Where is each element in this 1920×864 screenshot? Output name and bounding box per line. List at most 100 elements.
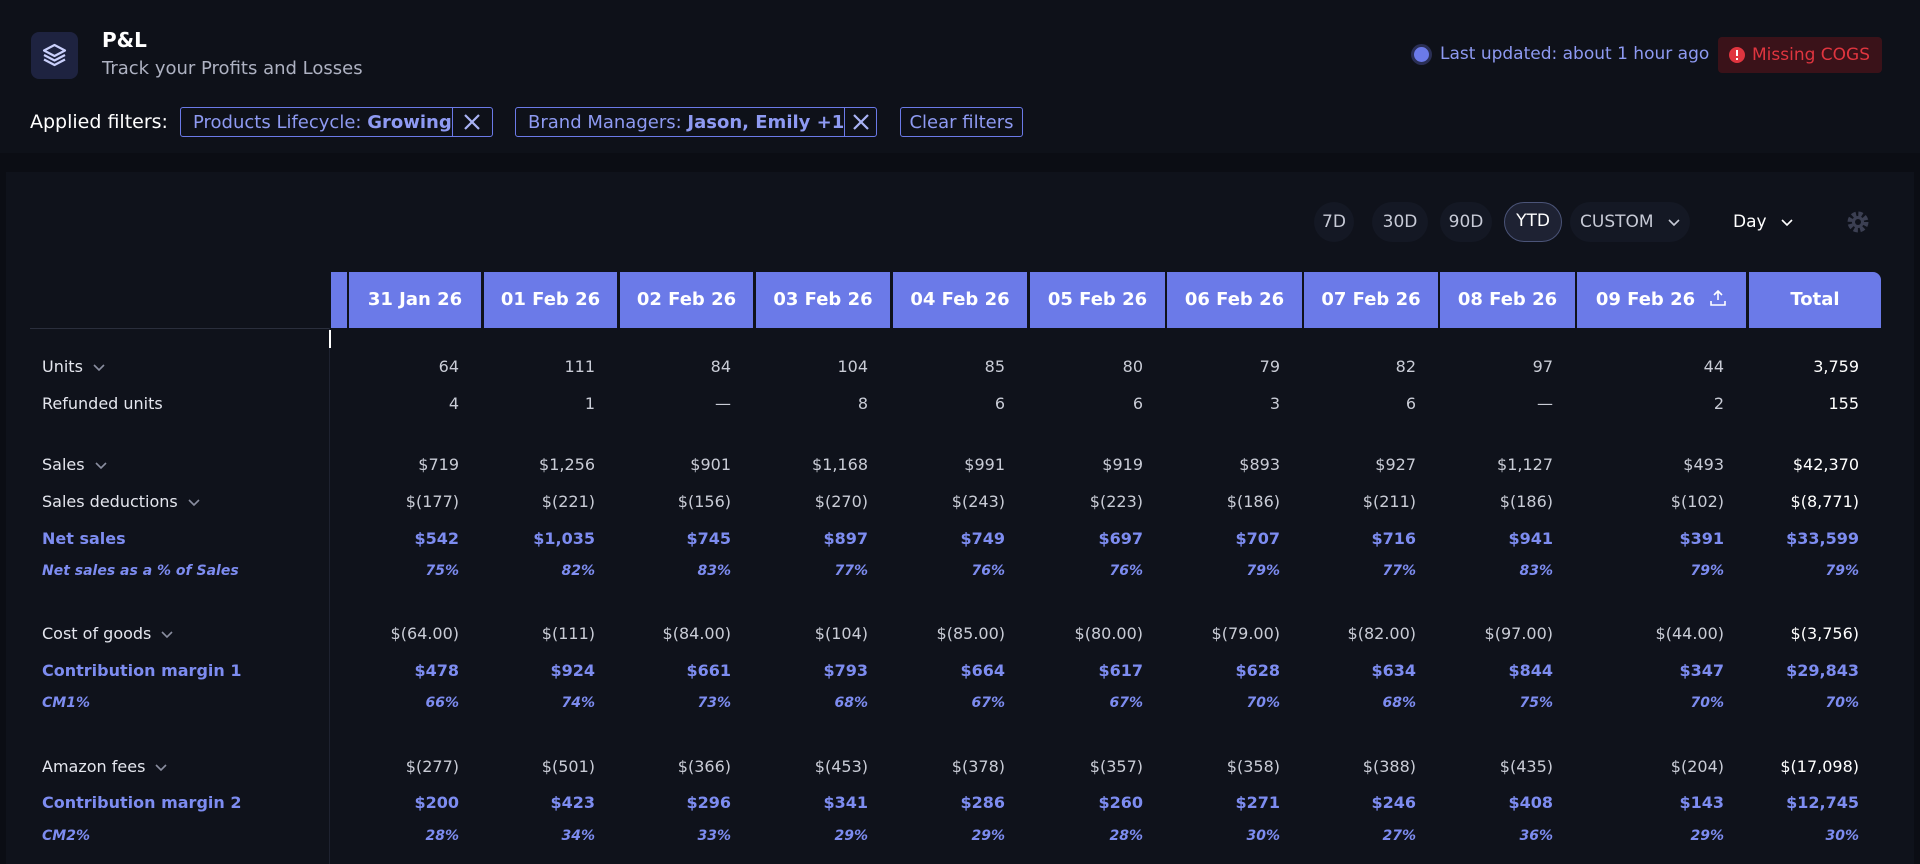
cell: $(501): [541, 757, 595, 776]
column-header[interactable]: 03 Feb 26: [756, 272, 890, 328]
cell: $661: [686, 661, 731, 680]
column-label: 05 Feb 26: [1047, 289, 1148, 310]
period-button[interactable]: 90D: [1440, 202, 1492, 242]
cell: 80: [1122, 357, 1143, 376]
cell: $1,256: [539, 455, 595, 474]
cursor: [329, 330, 331, 348]
cell: 3,759: [1813, 357, 1859, 376]
column-header[interactable]: 04 Feb 26: [893, 272, 1027, 328]
cell: $(8,771): [1790, 492, 1859, 511]
cell: 155: [1828, 394, 1859, 413]
filters-label: Applied filters:: [30, 111, 168, 133]
cell: $(270): [814, 492, 868, 511]
column-label: 04 Feb 26: [910, 289, 1010, 310]
cell: 67%: [971, 695, 1005, 711]
cell: 28%: [1109, 828, 1143, 844]
cell: 28%: [425, 828, 459, 844]
chevron[interactable]: [188, 499, 200, 507]
chevron[interactable]: [155, 764, 167, 772]
chip-value: Jason, Emily +1: [687, 111, 845, 133]
chevron[interactable]: [1781, 219, 1793, 227]
cell: 73%: [697, 695, 731, 711]
cell: 3: [1269, 394, 1280, 413]
column-label: 07 Feb 26: [1321, 289, 1421, 310]
column-label: Total: [1790, 289, 1840, 310]
settings-icon[interactable]: [1845, 209, 1871, 235]
cell: $(223): [1089, 492, 1143, 511]
page-title: P&L: [102, 28, 147, 52]
chip-remove[interactable]: [451, 108, 492, 136]
cell: $(104): [814, 624, 868, 643]
cell: $391: [1679, 529, 1724, 548]
cell: $634: [1371, 661, 1416, 680]
top-bar: [0, 0, 1920, 153]
cell: $(156): [677, 492, 731, 511]
column-label: 01 Feb 26: [500, 289, 601, 310]
cell: $478: [414, 661, 459, 680]
status-dot: [1414, 47, 1429, 62]
cell: 1: [584, 394, 595, 413]
cell: 79%: [1690, 563, 1724, 579]
chevron[interactable]: [95, 462, 107, 470]
column-label: 02 Feb 26: [636, 289, 737, 310]
cell: 79: [1259, 357, 1280, 376]
chevron[interactable]: [1668, 219, 1680, 227]
column-header[interactable]: Total: [1749, 272, 1881, 328]
cell: 2: [1713, 394, 1724, 413]
cell: $29,843: [1786, 661, 1859, 680]
filter-chip: Products Lifecycle: Growing: [180, 107, 493, 137]
cell: 8: [857, 394, 868, 413]
cell: $1,168: [812, 455, 868, 474]
period-button[interactable]: CUSTOM: [1570, 202, 1690, 242]
cell: $919: [1102, 455, 1143, 474]
cell: 64: [438, 357, 459, 376]
period-label: 7D: [1322, 212, 1346, 232]
cell: $745: [686, 529, 731, 548]
cell: 75%: [425, 563, 459, 579]
cell: $493: [1683, 455, 1724, 474]
cell: $(435): [1499, 757, 1553, 776]
column-header[interactable]: 09 Feb 26: [1577, 272, 1746, 328]
column-header[interactable]: 08 Feb 26: [1440, 272, 1575, 328]
cell: $924: [550, 661, 595, 680]
column-header[interactable]: 05 Feb 26: [1030, 272, 1165, 328]
remove-icon: [852, 114, 869, 130]
chip-remove[interactable]: [844, 108, 876, 136]
cell: $(186): [1226, 492, 1280, 511]
cell: $(186): [1499, 492, 1553, 511]
column-header[interactable]: 06 Feb 26: [1167, 272, 1302, 328]
cell: $200: [414, 793, 459, 812]
cell: $542: [414, 529, 459, 548]
cell: $(64.00): [390, 624, 459, 643]
granularity-select[interactable]: Day: [1733, 202, 1813, 242]
cell: $271: [1235, 793, 1280, 812]
cell: 33%: [697, 828, 731, 844]
period-label: CUSTOM: [1580, 212, 1654, 232]
row-label: Sales: [42, 455, 85, 474]
period-button[interactable]: YTD: [1504, 202, 1562, 242]
cell: 85: [984, 357, 1005, 376]
cell: $697: [1098, 529, 1143, 548]
column-header[interactable]: 07 Feb 26: [1304, 272, 1438, 328]
cell: 30%: [1246, 828, 1280, 844]
clear-filters[interactable]: Clear filters: [900, 107, 1023, 137]
column-header[interactable]: 31 Jan 26: [349, 272, 481, 328]
warning-badge[interactable]: Missing COGS: [1718, 37, 1882, 73]
chevron[interactable]: [93, 364, 105, 372]
column-label: 03 Feb 26: [773, 289, 873, 310]
cell: $716: [1371, 529, 1416, 548]
period-button[interactable]: 7D: [1314, 202, 1354, 242]
export-icon[interactable]: [1709, 289, 1727, 307]
cell: $664: [960, 661, 1005, 680]
row-label: CM1%: [42, 695, 90, 711]
cell: $749: [960, 529, 1005, 548]
column-header[interactable]: 01 Feb 26: [484, 272, 617, 328]
cell: 29%: [834, 828, 868, 844]
chip-text: Brand Managers: Jason, Emily +1: [516, 112, 844, 133]
cell: $(80.00): [1074, 624, 1143, 643]
period-button[interactable]: 30D: [1372, 202, 1428, 242]
cell: $941: [1508, 529, 1553, 548]
chevron[interactable]: [161, 631, 173, 639]
cell: $897: [823, 529, 868, 548]
column-header[interactable]: 02 Feb 26: [620, 272, 753, 328]
